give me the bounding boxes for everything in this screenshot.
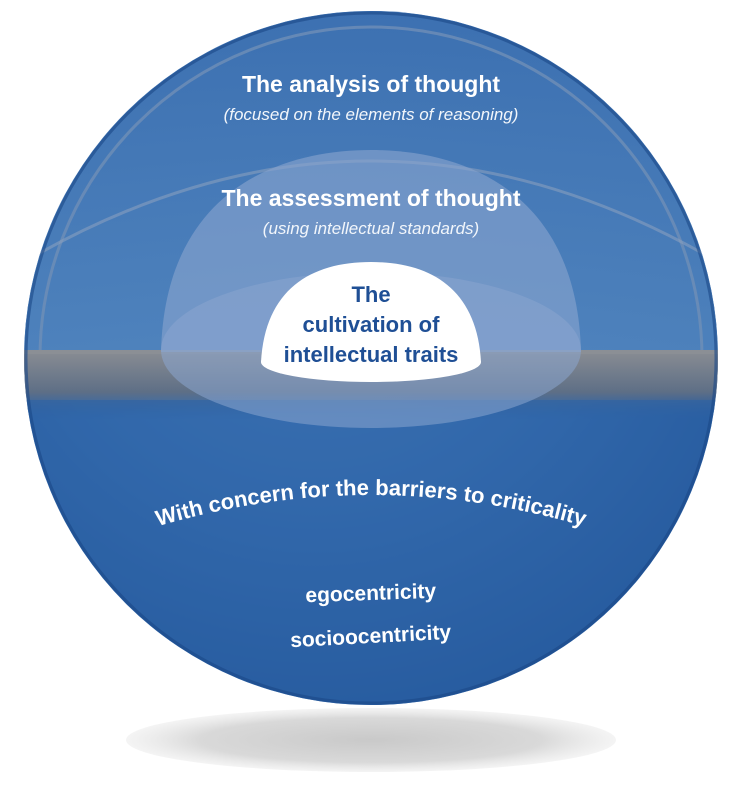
core-line-2: cultivation of [303,312,441,337]
analysis-shell-rim [38,25,704,359]
assessment-dome-top [161,150,581,352]
lower-hemisphere [24,400,718,705]
barrier-egocentricity: egocentricity [305,580,437,608]
sphere-shadow [126,708,616,772]
core-line-1: The [351,282,390,307]
core-line-3: intellectual traits [284,342,459,367]
sphere-rim [24,11,718,705]
assessment-subtitle: (using intellectual standards) [263,219,479,238]
core-dome [261,262,481,362]
assessment-title: The assessment of thought [221,185,520,211]
analysis-title: The analysis of thought [242,71,500,97]
analysis-subtitle: (focused on the elements of reasoning) [224,105,519,124]
